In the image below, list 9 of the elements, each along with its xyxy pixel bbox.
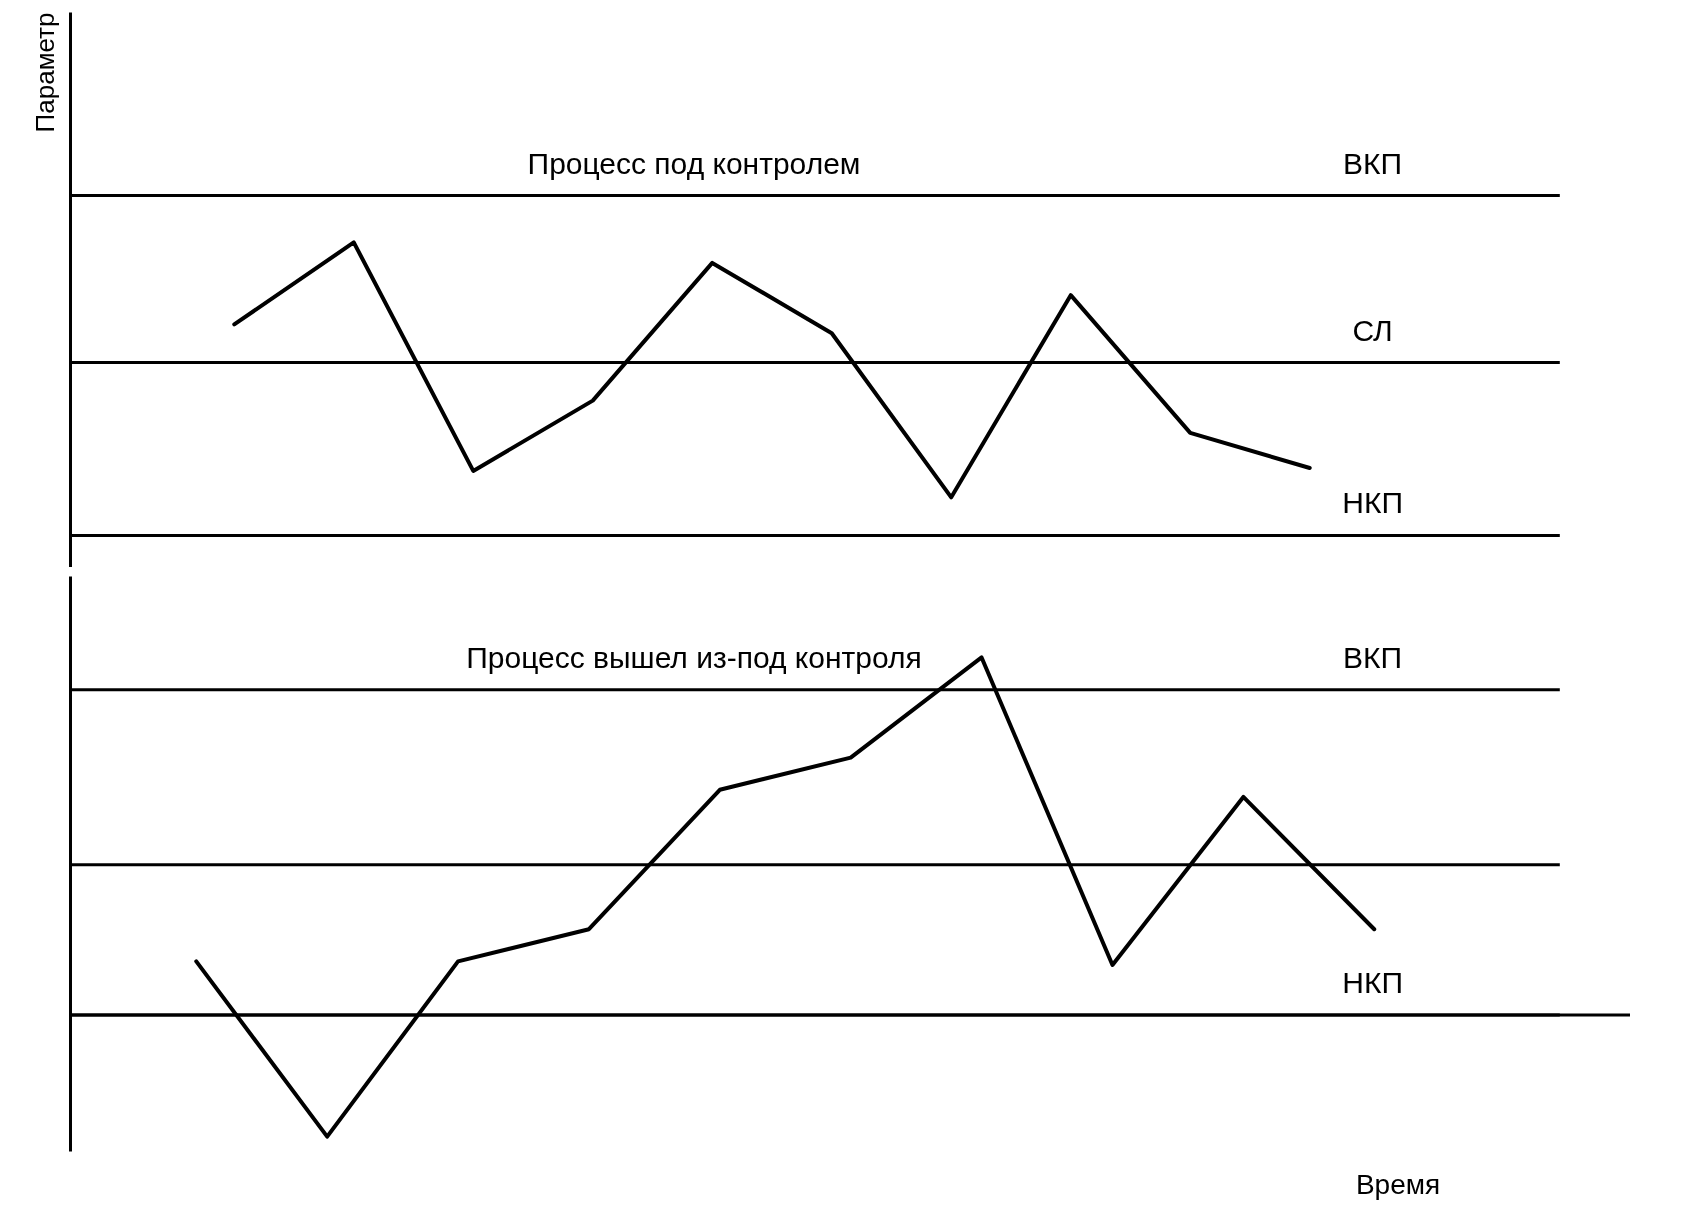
ref-line-label: НКП [1342, 966, 1403, 1000]
ref-line-label: СЛ [1352, 313, 1393, 347]
ref-line-label: ВКП [1343, 640, 1403, 674]
ref-line-label: НКП [1342, 486, 1403, 520]
y-axis-title: Параметр [29, 12, 60, 133]
ref-line-label: ВКП [1343, 146, 1403, 180]
x-axis-title: Время [1355, 1168, 1441, 1200]
text: Процесс под контролем [527, 146, 861, 180]
annotation: Процесс вышел из-под контроля [466, 640, 922, 674]
